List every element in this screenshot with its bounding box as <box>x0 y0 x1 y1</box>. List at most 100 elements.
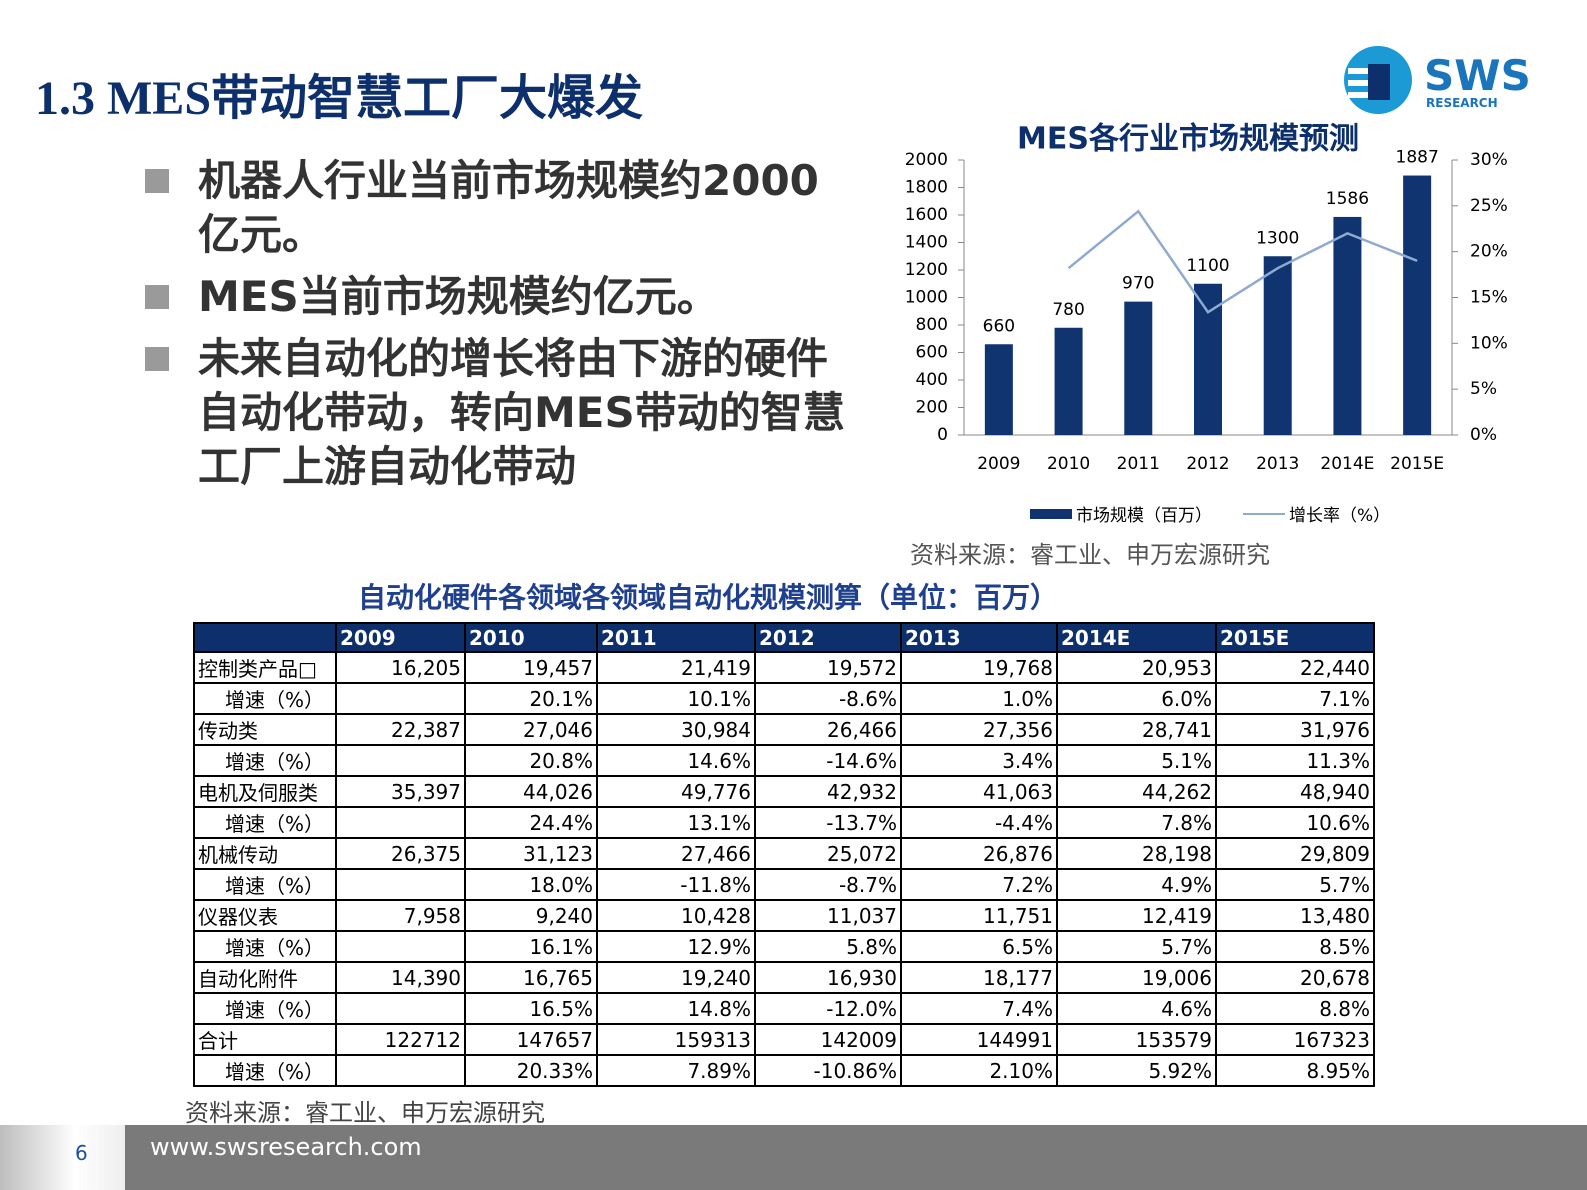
row-label: 增速（%） <box>193 930 337 963</box>
bar <box>1194 283 1222 435</box>
bar <box>1054 327 1083 435</box>
table-cell: 49,776 <box>596 775 756 808</box>
table-cell: 4.6% <box>1056 992 1217 1025</box>
table-cell: 26,876 <box>900 837 1058 870</box>
y2-tick-label: 0% <box>1470 425 1497 445</box>
table-cell: 11,037 <box>754 899 902 932</box>
table-cell: 28,198 <box>1056 837 1217 870</box>
table-cell: 26,466 <box>754 713 902 746</box>
slide-title: 1.3 MES带动智慧工厂大爆发 <box>35 72 644 125</box>
table-cell: 19,572 <box>754 651 902 684</box>
legend-swatch <box>1030 509 1072 519</box>
data-table: 2009 2010 2011 2012 2013 2014E 2015E 控制类产品□ 16,2… <box>193 622 1375 1087</box>
table-cell: 16.5% <box>464 992 598 1025</box>
table-cell: 14.8% <box>596 992 756 1025</box>
header-cell: 2010 <box>464 622 598 653</box>
table-cell: -10.86% <box>754 1054 902 1087</box>
table-cell: 14.6% <box>596 744 756 777</box>
table-row: 机械传动 26,375 31,123 27,466 25,072 26,876 28,198… <box>193 837 1375 870</box>
table-row: 增速（%） 20.33% 7.89% -10.86% 2.10% 5.92% 8.95% <box>193 1054 1375 1087</box>
table-cell: 13.1% <box>596 806 756 839</box>
table-row: 增速（%） 20.1% 10.1% -8.6% 1.0% 6.0% 7.1% <box>193 682 1375 715</box>
y-tick-label: 400 <box>916 370 948 390</box>
table-cell: 25,072 <box>754 837 902 870</box>
table-cell: 7.2% <box>900 868 1058 901</box>
table-cell: 20.33% <box>464 1054 598 1087</box>
table-cell: 16,930 <box>754 961 902 994</box>
bar-label: 1887 <box>1396 148 1439 168</box>
table-cell: 27,466 <box>596 837 756 870</box>
table-cell: 8.95% <box>1215 1054 1375 1087</box>
table-cell: -4.4% <box>900 806 1058 839</box>
table-cell: 16,765 <box>464 961 598 994</box>
table-cell: 8.5% <box>1215 930 1375 963</box>
bullet-text: 未来自动化的增长将由下游的硬件自动化带动，转向MES带动的智慧工厂上游自动化带动 <box>198 334 845 491</box>
y-tick-label: 0 <box>937 425 948 445</box>
row-label: 合计 <box>193 1023 337 1056</box>
table-row: 仪器仪表 7,958 9,240 10,428 11,037 11,751 12,419 13… <box>193 899 1375 932</box>
table-cell: 30,984 <box>596 713 756 746</box>
table-cell: 31,123 <box>464 837 598 870</box>
legend-label: 市场规模（百万） <box>1076 506 1212 526</box>
table-cell <box>335 930 466 963</box>
bar <box>1403 175 1432 435</box>
legend-label: 增长率（%） <box>1289 506 1390 526</box>
table-cell: 7.89% <box>596 1054 756 1087</box>
logo: SWS RESEARCH <box>1344 46 1531 114</box>
table-cell: 19,006 <box>1056 961 1217 994</box>
bullet: MES当前市场规模约亿元。 <box>145 270 865 324</box>
y-tick-label: 800 <box>916 315 948 335</box>
table-cell: -12.0% <box>754 992 902 1025</box>
table-cell: 6.5% <box>900 930 1058 963</box>
table-cell: -11.8% <box>596 868 756 901</box>
table-cell: 20,678 <box>1215 961 1375 994</box>
header-row: 2009 2010 2011 2012 2013 2014E 2015E <box>193 622 1375 653</box>
table-cell: 11,751 <box>900 899 1058 932</box>
table-cell: 18.0% <box>464 868 598 901</box>
bar-label: 1100 <box>1186 256 1229 276</box>
table-cell: 5.7% <box>1056 930 1217 963</box>
table-row: 增速（%） 16.5% 14.8% -12.0% 7.4% 4.6% 8.8% <box>193 992 1375 1025</box>
table-source: 资料来源：睿工业、申万宏源研究 <box>185 1099 545 1127</box>
y2-tick-label: 15% <box>1470 288 1508 308</box>
bar <box>1333 216 1362 435</box>
bullet-text: MES当前市场规模约亿元。 <box>198 272 719 321</box>
table-cell: -8.6% <box>754 682 902 715</box>
table-cell: 122712 <box>335 1023 466 1056</box>
table-cell: 7.8% <box>1056 806 1217 839</box>
x-tick-label: 2011 <box>1117 454 1160 474</box>
y2-tick-label: 10% <box>1470 333 1508 353</box>
logo-sub: RESEARCH <box>1426 96 1498 110</box>
bar <box>984 344 1013 435</box>
table-row: 增速（%） 24.4% 13.1% -13.7% -4.4% 7.8% 10.6% <box>193 806 1375 839</box>
table-cell: 12.9% <box>596 930 756 963</box>
table-cell: 1.0% <box>900 682 1058 715</box>
table-cell: 20.8% <box>464 744 598 777</box>
table-cell <box>335 1054 466 1087</box>
row-label: 机械传动 <box>193 837 337 870</box>
table-cell: 27,356 <box>900 713 1058 746</box>
table-cell: 10.6% <box>1215 806 1375 839</box>
page-number: 6 <box>75 1141 88 1165</box>
table-cell: 20,953 <box>1056 651 1217 684</box>
y-tick-label: 1400 <box>905 233 948 253</box>
logo-block <box>1368 64 1390 100</box>
table-cell: 167323 <box>1215 1023 1375 1056</box>
table-cell: 6.0% <box>1056 682 1217 715</box>
table-cell: 48,940 <box>1215 775 1375 808</box>
row-label: 自动化附件 <box>193 961 337 994</box>
table-cell: -13.7% <box>754 806 902 839</box>
row-label: 增速（%） <box>193 992 337 1025</box>
row-label: 增速（%） <box>193 682 337 715</box>
table-cell: 5.1% <box>1056 744 1217 777</box>
table-cell: 26,375 <box>335 837 466 870</box>
table-cell <box>335 868 466 901</box>
y-tick-label: 1600 <box>905 205 948 225</box>
bar-label: 660 <box>983 316 1015 336</box>
header-cell: 2014E <box>1056 622 1217 653</box>
table-cell: 14,390 <box>335 961 466 994</box>
y2-tick-label: 20% <box>1470 242 1508 262</box>
table-cell: 5.8% <box>754 930 902 963</box>
table-cell: 16,205 <box>335 651 466 684</box>
